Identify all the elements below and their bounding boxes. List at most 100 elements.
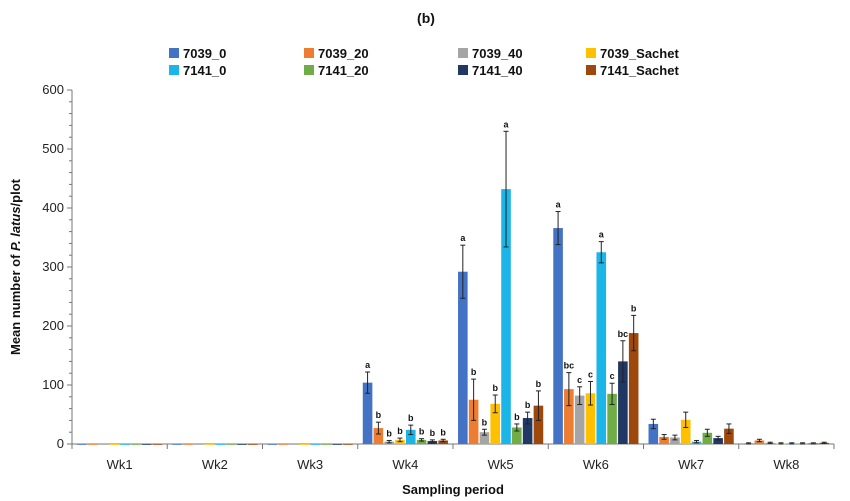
bar — [98, 444, 109, 445]
significance-label: a — [365, 360, 371, 370]
bar — [362, 382, 373, 444]
bar — [438, 440, 448, 444]
bar — [141, 444, 152, 445]
significance-label: b — [492, 383, 498, 393]
legend-label: 7039_0 — [183, 46, 226, 61]
x-tick-label: Wk6 — [583, 457, 609, 472]
significance-label: b — [631, 303, 637, 313]
y-tick-label: 300 — [42, 259, 64, 274]
significance-label: b — [430, 428, 436, 438]
bar — [267, 444, 278, 445]
bar — [310, 444, 321, 445]
significance-label: a — [556, 200, 562, 210]
bar — [512, 427, 522, 444]
bar — [533, 405, 544, 444]
significance-label: b — [440, 427, 446, 437]
bar — [754, 440, 765, 444]
significance-label: c — [588, 369, 593, 379]
bar — [607, 393, 617, 444]
bar — [152, 444, 163, 445]
legend-swatch — [304, 65, 314, 75]
x-axis: Wk1 Wk2 Wk3 Wk4 Wk5 Wk6 Wk7 Wk8 — [71, 443, 835, 472]
x-axis-title: Sampling period — [402, 482, 504, 497]
legend-swatch — [586, 48, 596, 58]
significance-label: b — [376, 410, 382, 420]
significance-label: bc — [564, 361, 575, 371]
chart-title: (b) — [417, 10, 435, 26]
legend-label: 7039_Sachet — [600, 46, 679, 61]
x-tick-label: Wk3 — [297, 457, 323, 472]
significance-label: a — [504, 119, 510, 129]
significance-label: a — [599, 230, 605, 240]
bar — [648, 423, 659, 444]
y-axis: 0 100 200 300 400 500 600 — [42, 82, 73, 451]
bar — [585, 393, 596, 444]
bar — [226, 444, 236, 445]
x-tick-label: Wk1 — [107, 457, 133, 472]
significance-label: b — [536, 379, 542, 389]
legend: 7039_0 7039_20 7039_40 7039_Sachet 7141_0 714… — [169, 46, 679, 78]
significance-label: b — [408, 413, 414, 423]
y-axis-title: Mean number of P. latus/plot — [8, 178, 23, 355]
legend-swatch — [458, 65, 468, 75]
bar — [109, 444, 120, 445]
x-tick-label: Wk2 — [202, 457, 228, 472]
significance-label: b — [525, 400, 531, 410]
significance-label: a — [460, 233, 466, 243]
bar — [77, 444, 87, 445]
y-tick-label: 200 — [42, 318, 64, 333]
y-tick-label: 400 — [42, 200, 64, 215]
bar — [289, 444, 299, 445]
bar — [332, 444, 342, 445]
bar — [553, 228, 563, 444]
legend-label: 7141_0 — [183, 63, 226, 78]
bar — [680, 419, 691, 444]
significance-label: c — [610, 371, 615, 381]
legend-swatch — [169, 48, 179, 58]
y-axis-title-species: P. latus — [8, 206, 23, 251]
significance-label: b — [386, 428, 392, 438]
bar — [247, 444, 258, 445]
bar — [120, 444, 130, 445]
y-tick-label: 0 — [57, 436, 64, 451]
bar — [405, 429, 416, 444]
bar — [670, 437, 680, 444]
bar — [237, 444, 247, 445]
bar — [564, 389, 574, 444]
bar — [299, 444, 310, 445]
bar — [204, 444, 215, 445]
bar — [501, 189, 511, 444]
bar — [574, 395, 585, 444]
bar — [490, 403, 501, 444]
bar — [479, 432, 490, 444]
bar — [343, 444, 353, 445]
bar — [618, 361, 628, 444]
bar — [596, 252, 607, 444]
legend-label: 7141_Sachet — [600, 63, 679, 78]
y-axis-title-prefix: Mean number of — [8, 251, 23, 355]
x-tick-label: Wk7 — [678, 457, 704, 472]
bar — [416, 439, 427, 444]
legend-label: 7141_40 — [472, 63, 523, 78]
x-tick-label: Wk5 — [488, 457, 514, 472]
y-axis-title-suffix: /plot — [8, 178, 23, 206]
significance-label: b — [397, 426, 403, 436]
bar — [468, 399, 479, 444]
legend-label: 7141_20 — [318, 63, 369, 78]
bar — [215, 444, 226, 445]
significance-label: b — [514, 412, 520, 422]
legend-swatch — [169, 65, 179, 75]
bar — [522, 418, 533, 444]
significance-label: bc — [618, 329, 629, 339]
bar — [458, 271, 468, 444]
bar — [702, 432, 713, 444]
bar — [713, 438, 723, 444]
bar — [278, 444, 288, 445]
legend-swatch — [304, 48, 314, 58]
x-tick-label: Wk4 — [392, 457, 418, 472]
bar — [628, 333, 639, 444]
significance-label: c — [577, 375, 582, 385]
legend-swatch — [458, 48, 468, 58]
